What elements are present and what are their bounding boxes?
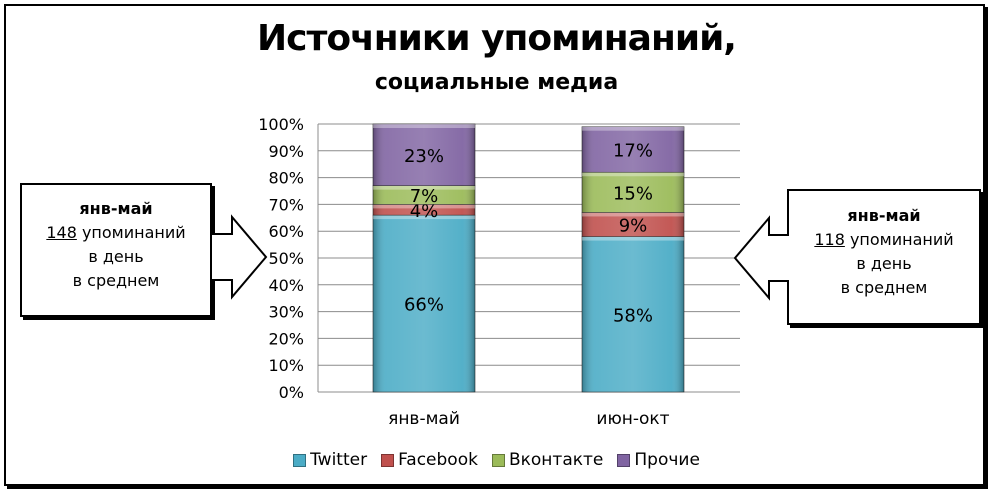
x-tick-label: июн-окт	[596, 409, 669, 429]
legend-swatch	[293, 453, 307, 467]
data-label: 58%	[613, 305, 653, 326]
chart-legend: Twitter Facebook Вконтакте Прочие	[0, 450, 993, 470]
bar-segment-bevel	[582, 172, 684, 177]
legend-item: Вконтакте	[491, 450, 604, 470]
legend-swatch	[381, 453, 395, 467]
bar-stack: 58% 9% 15% 17%	[581, 126, 685, 393]
data-label: 7%	[410, 186, 439, 207]
callout-line2: в день	[856, 254, 912, 273]
callout-count-line: 148 упоминаний	[22, 221, 210, 245]
legend-item: Прочие	[617, 450, 700, 470]
bar-segment-shading	[373, 204, 475, 216]
bar-segment-shading	[373, 124, 475, 186]
legend-label: Twitter	[310, 450, 368, 470]
y-tick-label: 30%	[268, 303, 304, 322]
callout-line3: в среднем	[72, 271, 160, 290]
chart-title: Источники упоминаний,	[257, 18, 737, 59]
callout-left: янв-май 148 упоминаний в день в среднем	[20, 183, 212, 317]
callout-count-line: 118 упоминаний	[789, 228, 979, 252]
callout-unit: упоминаний	[76, 223, 186, 242]
bar-segment-bevel	[582, 212, 684, 217]
bar-segment-shading	[373, 215, 475, 392]
y-tick-label: 50%	[268, 249, 304, 268]
callout-unit: упоминаний	[844, 230, 954, 249]
data-label: 9%	[619, 216, 648, 237]
bar-segment-bevel	[373, 204, 475, 209]
x-axis-ticks: янв-май июн-окт	[388, 409, 670, 429]
chart-subtitle: социальные медиа	[374, 70, 619, 95]
callout-number: 118	[814, 230, 845, 249]
y-tick-label: 0%	[279, 383, 304, 402]
callout-period: янв-май	[79, 199, 153, 218]
bar-segment-shading	[582, 172, 684, 213]
y-tick-label: 90%	[268, 142, 304, 161]
y-axis-ticks: 0% 10% 20% 30% 40% 50% 60% 70% 80% 90% 100%	[258, 115, 304, 402]
bar-segment-bevel	[582, 236, 684, 241]
y-tick-label: 60%	[268, 222, 304, 241]
data-label: 4%	[410, 201, 439, 222]
y-tick-label: 80%	[268, 169, 304, 188]
data-label: 17%	[613, 140, 653, 161]
bar-segment-bevel	[373, 185, 475, 190]
bars: 66% 4%7% 23% 58% 9% 15% 17%	[372, 123, 685, 393]
y-tick-label: 70%	[268, 195, 304, 214]
callout-period: янв-май	[847, 206, 921, 225]
callout-line2: в день	[88, 247, 144, 266]
y-tick-label: 100%	[258, 115, 304, 134]
data-label: 66%	[404, 295, 444, 316]
legend-item: Facebook	[381, 450, 478, 470]
y-tick-label: 40%	[268, 276, 304, 295]
bar-segment-bevel	[582, 126, 684, 131]
y-tick-label: 20%	[268, 329, 304, 348]
bar-stack: 66% 4%7% 23%	[372, 123, 476, 393]
bar-segment-shading	[582, 236, 684, 392]
callout-right: янв-май 118 упоминаний в день в среднем	[787, 189, 981, 325]
bar-segment-shading	[582, 126, 684, 173]
legend-label: Facebook	[398, 450, 478, 470]
x-tick-label: янв-май	[388, 409, 460, 429]
callout-number: 148	[46, 223, 77, 242]
callout-line3: в среднем	[840, 278, 928, 297]
legend-swatch	[491, 453, 505, 467]
bar-segment-shading	[582, 212, 684, 237]
data-label: 15%	[613, 183, 653, 204]
legend-swatch	[617, 453, 631, 467]
bar-segment-bevel	[373, 124, 475, 128]
bar-segment-shading	[373, 185, 475, 205]
legend-item: Twitter	[293, 450, 367, 470]
legend-label: Вконтакте	[508, 450, 604, 470]
bar-segment-bevel	[373, 215, 475, 220]
data-label: 23%	[404, 146, 444, 167]
y-tick-label: 10%	[268, 356, 304, 375]
legend-label: Прочие	[634, 450, 700, 470]
